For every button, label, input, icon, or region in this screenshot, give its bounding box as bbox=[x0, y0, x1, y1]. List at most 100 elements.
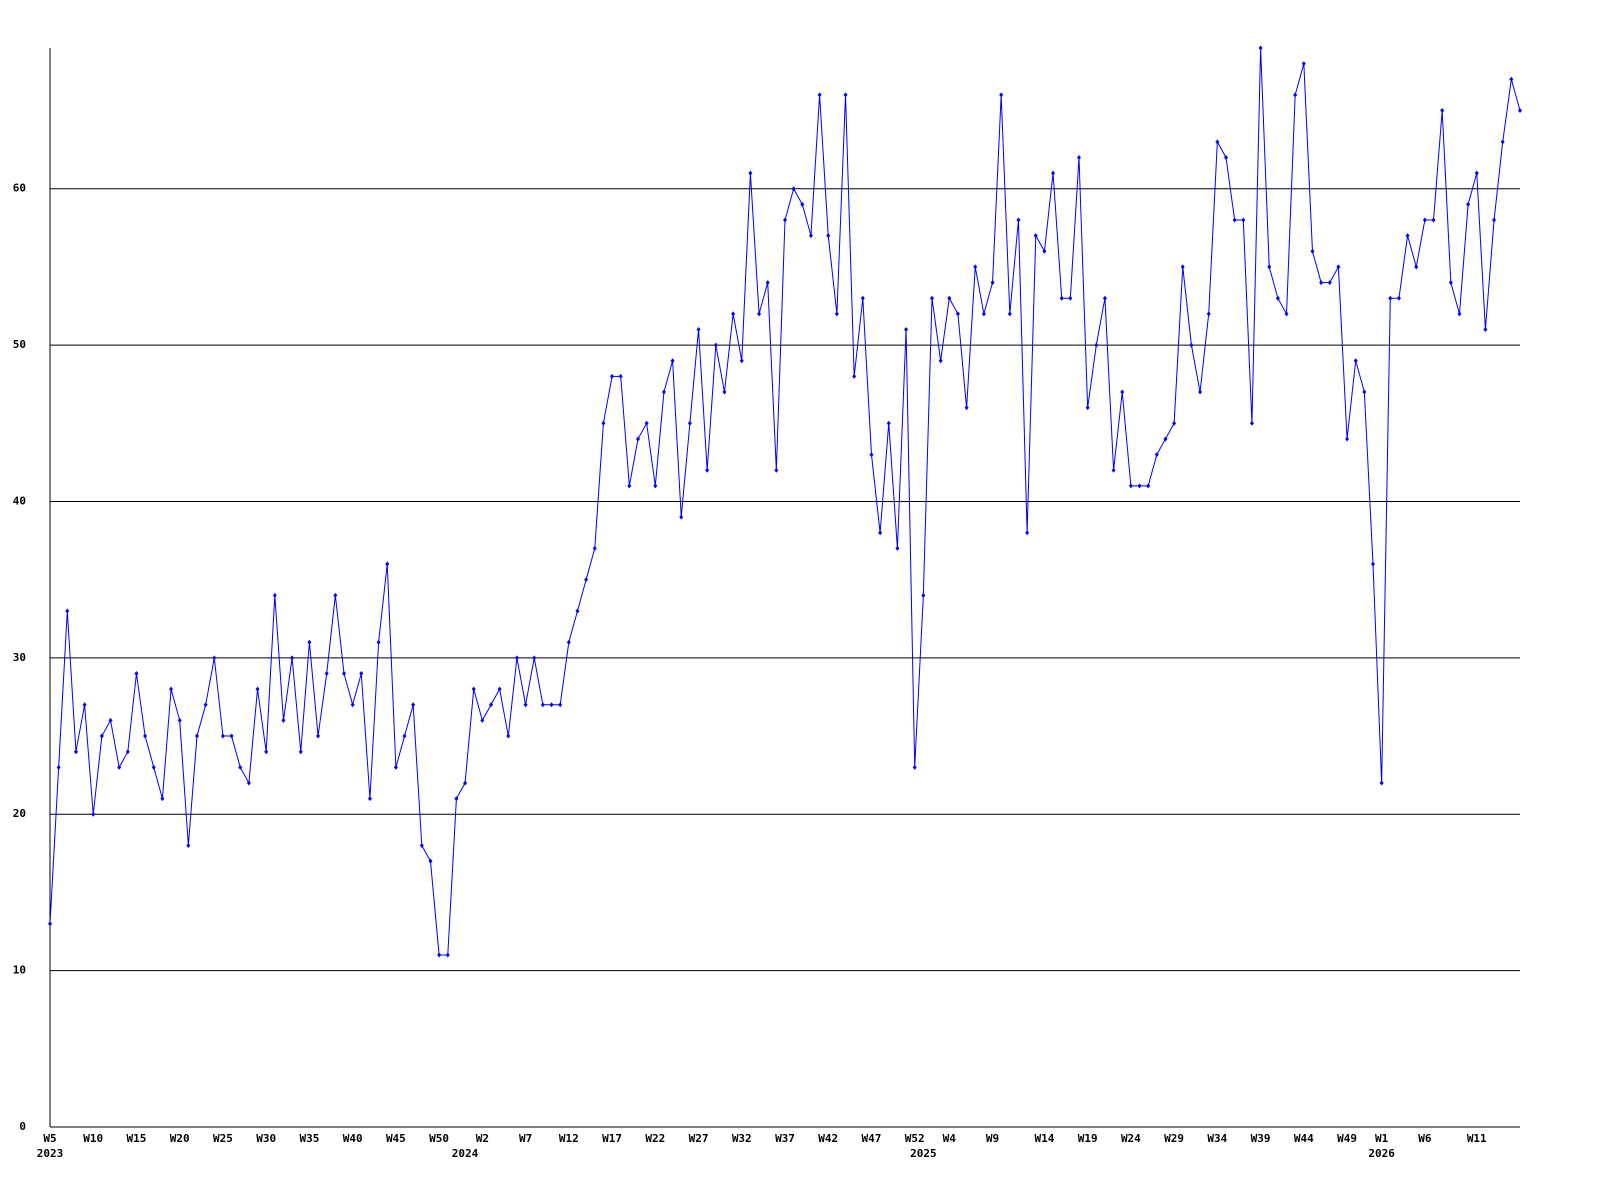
data-point bbox=[1120, 389, 1125, 395]
data-point bbox=[878, 530, 883, 536]
data-point bbox=[1102, 295, 1107, 301]
x-tick-label: W42 bbox=[818, 1132, 838, 1145]
data-point bbox=[246, 780, 251, 786]
data-point bbox=[1353, 358, 1358, 364]
data-point bbox=[402, 733, 407, 739]
x-tick-label: W22 bbox=[645, 1132, 665, 1145]
data-point bbox=[930, 295, 934, 301]
data-point bbox=[411, 702, 416, 708]
data-point bbox=[350, 702, 355, 708]
data-point bbox=[999, 92, 1004, 98]
data-point bbox=[601, 420, 606, 426]
data-point bbox=[860, 295, 865, 301]
data-point bbox=[1483, 326, 1488, 332]
data-point bbox=[627, 483, 632, 489]
data-point bbox=[91, 811, 96, 817]
data-point bbox=[1033, 233, 1038, 239]
data-point bbox=[921, 592, 926, 598]
data-point bbox=[307, 639, 312, 645]
data-point bbox=[549, 702, 554, 708]
data-point bbox=[817, 92, 822, 98]
x-tick-label: W7 bbox=[519, 1132, 532, 1145]
data-point bbox=[151, 764, 156, 770]
data-point bbox=[1189, 342, 1194, 348]
data-point bbox=[229, 733, 234, 739]
data-point bbox=[834, 311, 839, 317]
data-point bbox=[1077, 154, 1081, 160]
x-tick-label: W9 bbox=[986, 1132, 999, 1145]
x-tick-label: W50 bbox=[429, 1132, 449, 1145]
y-tick-label: 30 bbox=[13, 651, 26, 664]
x-tick-label: W25 bbox=[213, 1132, 233, 1145]
data-point bbox=[203, 702, 208, 708]
data-point bbox=[653, 483, 658, 489]
data-point bbox=[1128, 483, 1133, 489]
data-point bbox=[757, 311, 762, 317]
data-point bbox=[1448, 280, 1453, 286]
data-point bbox=[1518, 108, 1522, 114]
data-point bbox=[471, 686, 476, 692]
data-point bbox=[1232, 217, 1237, 223]
data-point bbox=[359, 671, 364, 677]
x-tick-label: W15 bbox=[127, 1132, 147, 1145]
x-year-label: 2023 bbox=[37, 1147, 64, 1160]
data-point bbox=[1336, 264, 1341, 270]
x-tick-label: W32 bbox=[732, 1132, 752, 1145]
data-point bbox=[134, 671, 139, 677]
data-point bbox=[1051, 170, 1056, 176]
y-tick-label: 50 bbox=[13, 338, 26, 351]
data-point bbox=[1275, 295, 1280, 301]
x-tick-label: W39 bbox=[1251, 1132, 1271, 1145]
x-year-label: 2026 bbox=[1368, 1147, 1395, 1160]
x-tick-label: W1 bbox=[1375, 1132, 1389, 1145]
data-point bbox=[1466, 201, 1471, 207]
x-tick-label: W4 bbox=[943, 1132, 957, 1145]
data-point bbox=[800, 201, 805, 207]
x-tick-label: W45 bbox=[386, 1132, 406, 1145]
data-point bbox=[160, 796, 165, 802]
data-point bbox=[489, 702, 493, 708]
y-tick-label: 40 bbox=[13, 494, 26, 507]
data-point bbox=[791, 186, 796, 192]
data-point bbox=[514, 655, 519, 661]
data-point bbox=[783, 217, 787, 223]
x-tick-label: W5 bbox=[43, 1132, 56, 1145]
data-point bbox=[333, 592, 338, 598]
data-point bbox=[480, 717, 485, 723]
data-point bbox=[1172, 420, 1177, 426]
data-point bbox=[437, 952, 442, 958]
data-point bbox=[1163, 436, 1168, 442]
data-point bbox=[65, 608, 70, 614]
data-point bbox=[523, 702, 528, 708]
x-tick-label: W35 bbox=[299, 1132, 319, 1145]
data-point bbox=[990, 280, 995, 286]
data-point bbox=[255, 686, 260, 692]
data-point bbox=[463, 780, 468, 786]
data-point bbox=[1492, 217, 1497, 223]
data-point bbox=[497, 686, 502, 692]
data-point bbox=[324, 671, 329, 677]
data-point bbox=[1198, 389, 1203, 395]
data-point bbox=[195, 733, 199, 739]
x-tick-label: W20 bbox=[170, 1132, 190, 1145]
data-point bbox=[774, 467, 779, 473]
data-point bbox=[1327, 280, 1332, 286]
data-point bbox=[1025, 530, 1030, 536]
data-point bbox=[82, 702, 87, 708]
data-point bbox=[964, 405, 969, 411]
data-point bbox=[281, 717, 286, 723]
y-tick-label: 60 bbox=[13, 182, 26, 195]
x-tick-label: W6 bbox=[1418, 1132, 1432, 1145]
data-point bbox=[143, 733, 148, 739]
x-tick-label: W19 bbox=[1078, 1132, 1098, 1145]
data-point bbox=[731, 311, 736, 317]
data-point bbox=[177, 717, 182, 723]
y-tick-label: 0 bbox=[19, 1120, 26, 1133]
data-point bbox=[610, 373, 615, 379]
x-year-label: 2025 bbox=[910, 1147, 937, 1160]
data-point bbox=[506, 733, 511, 739]
data-point bbox=[1379, 780, 1384, 786]
data-point bbox=[661, 389, 666, 395]
data-point bbox=[1362, 389, 1367, 395]
